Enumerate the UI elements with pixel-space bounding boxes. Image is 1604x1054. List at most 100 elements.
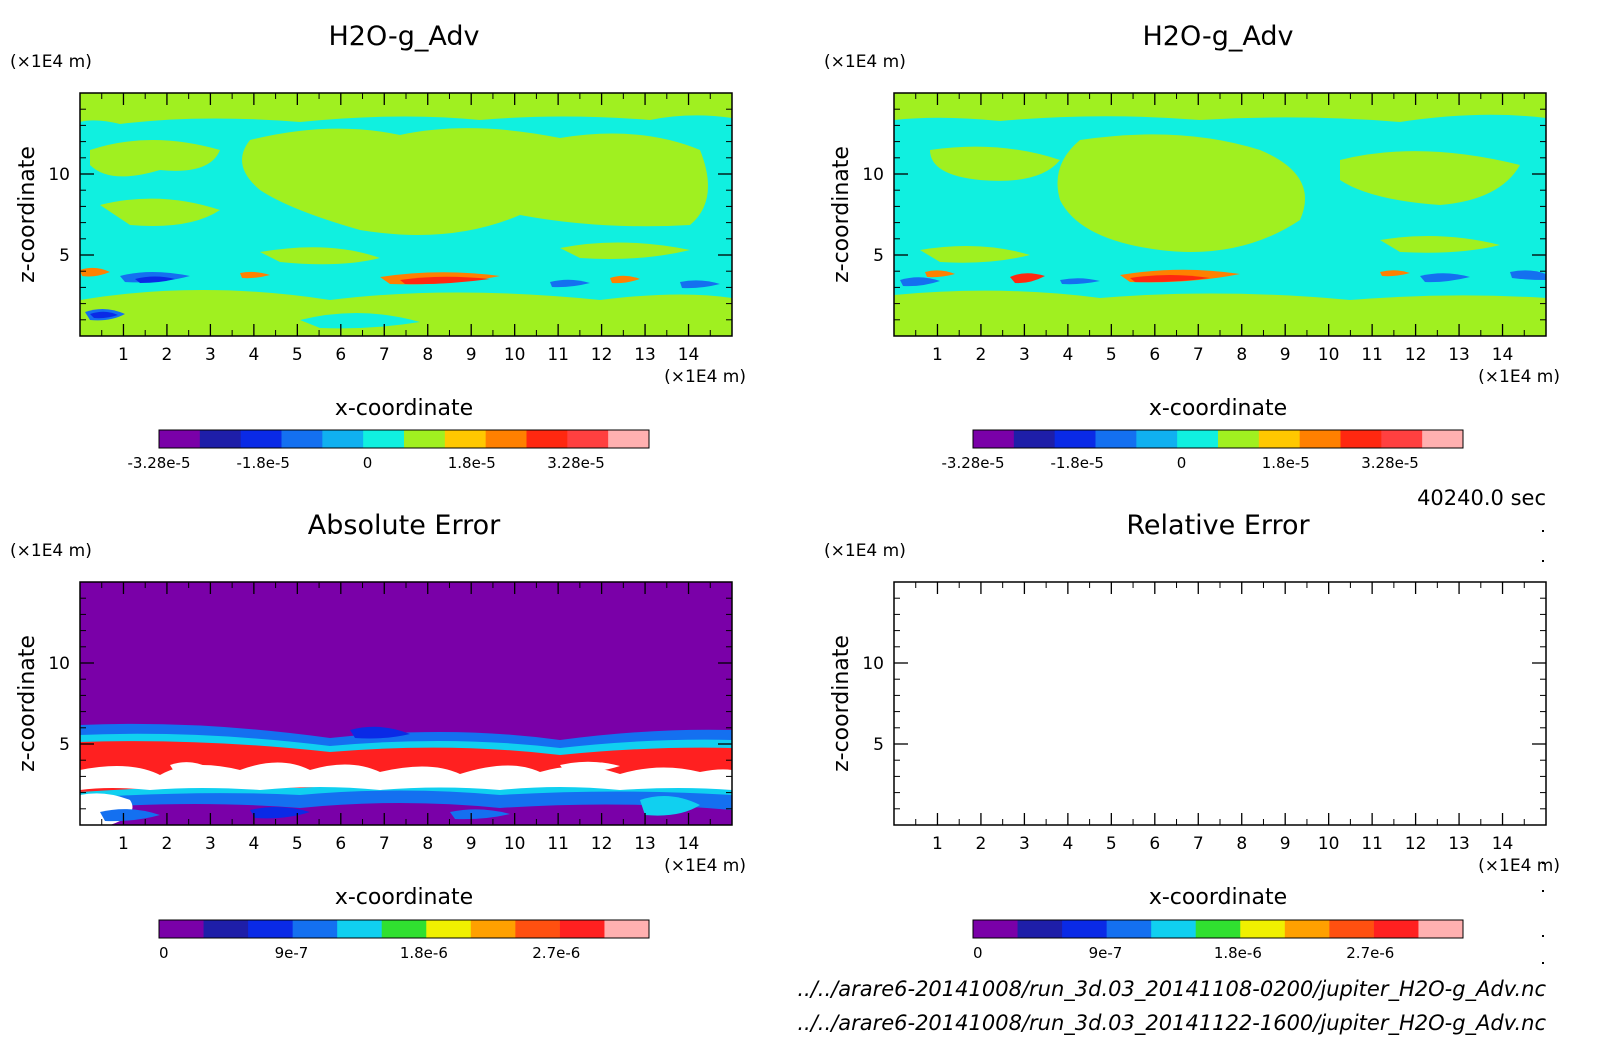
colorbar-tick-label: 2.7e-6 [532, 944, 580, 962]
colorbar-swatch [248, 920, 294, 938]
x-tick-label: 8 [422, 834, 433, 854]
colorbar-swatch [159, 430, 201, 448]
x-tick-label: 6 [335, 834, 346, 854]
x-tick-label: 14 [678, 345, 700, 365]
x-tick-label: 11 [547, 834, 569, 854]
x-tick-label: 13 [634, 834, 656, 854]
x-tick-label: 9 [466, 345, 477, 365]
panel-3-xlabel: x-coordinate [1149, 885, 1287, 910]
colorbar-swatch [515, 920, 561, 938]
x-tick-label: 14 [678, 834, 700, 854]
x-tick-label: 7 [1193, 834, 1204, 854]
dot-mark [1542, 890, 1544, 892]
colorbar-swatch [426, 920, 472, 938]
colorbar-tick-label: 9e-7 [275, 944, 309, 962]
colorbar-swatch [1329, 920, 1375, 938]
x-tick-label: 1 [932, 345, 943, 365]
x-tick-label: 6 [335, 345, 346, 365]
colorbar-swatch [526, 430, 568, 448]
colorbar-swatch [322, 430, 364, 448]
colorbar-swatch [404, 430, 446, 448]
colorbar-tick-label: -3.28e-5 [942, 454, 1005, 472]
panel-2-ylabel: z-coordinate [15, 635, 40, 772]
x-tick-label: 11 [1361, 834, 1383, 854]
colorbar-swatch [1284, 920, 1330, 938]
colorbar-swatch [1054, 430, 1096, 448]
panel-0-xlabel: x-coordinate [335, 396, 473, 421]
y-tick-label: 5 [59, 246, 70, 266]
colorbar-swatch [240, 430, 282, 448]
y-tick-label: 5 [59, 735, 70, 755]
colorbar-swatch [363, 430, 405, 448]
colorbar-swatch [1422, 430, 1464, 448]
colorbar-tick-label: -1.8e-5 [237, 454, 290, 472]
x-tick-label: 8 [422, 345, 433, 365]
x-tick-label: 12 [591, 345, 613, 365]
colorbar-swatch [1218, 430, 1260, 448]
x-tick-label: 10 [1318, 345, 1340, 365]
colorbar-tick-label: 3.28e-5 [547, 454, 605, 472]
colorbar-tick-label: 1.8e-5 [1262, 454, 1310, 472]
x-tick-label: 9 [1280, 345, 1291, 365]
panel-2-x-unit: (×1E4 m) [664, 856, 746, 876]
x-tick-label: 10 [1318, 834, 1340, 854]
colorbar-swatch [199, 430, 242, 448]
x-tick-label: 14 [1492, 834, 1514, 854]
colorbar-swatch [1013, 430, 1056, 448]
colorbar-tick-label: 1.8e-5 [448, 454, 496, 472]
x-tick-label: 4 [248, 345, 259, 365]
x-tick-label: 1 [118, 834, 129, 854]
x-tick-label: 13 [634, 345, 656, 365]
dot-mark [1542, 962, 1544, 964]
panel-1-xlabel: x-coordinate [1149, 396, 1287, 421]
colorbar-swatch [604, 920, 650, 938]
x-tick-label: 3 [1019, 834, 1030, 854]
colorbar-swatch [1177, 430, 1219, 448]
colorbar-swatch [1106, 920, 1152, 938]
x-tick-label: 3 [205, 834, 216, 854]
time-label: 40240.0 sec [1417, 486, 1546, 510]
x-tick-label: 12 [1405, 345, 1427, 365]
panel-1-y-unit: (×1E4 m) [824, 52, 906, 72]
colorbar-swatch [1258, 430, 1301, 448]
colorbar-swatch [1095, 430, 1137, 448]
x-tick-label: 7 [379, 834, 390, 854]
colorbar-swatch [559, 920, 605, 938]
colorbar-swatch [337, 920, 383, 938]
colorbar-tick-label: 3.28e-5 [1361, 454, 1419, 472]
colorbar-swatch [1240, 920, 1286, 938]
x-tick-label: 9 [1280, 834, 1291, 854]
colorbar-swatch [1340, 430, 1382, 448]
colorbar-swatch [281, 430, 323, 448]
x-tick-label: 11 [1361, 345, 1383, 365]
x-tick-label: 2 [976, 834, 987, 854]
x-tick-label: 7 [379, 345, 390, 365]
y-tick-label: 5 [873, 246, 884, 266]
x-tick-label: 3 [1019, 345, 1030, 365]
colorbar-tick-label: -1.8e-5 [1051, 454, 1104, 472]
colorbar-swatch [1418, 920, 1464, 938]
y-tick-label: 10 [862, 654, 884, 674]
x-tick-label: 2 [162, 834, 173, 854]
colorbar-swatch [1373, 920, 1419, 938]
colorbar-swatch [159, 920, 205, 938]
colorbar-swatch [1017, 920, 1063, 938]
x-tick-label: 4 [1062, 834, 1073, 854]
panel-1-title: H2O-g_Adv [1143, 21, 1294, 52]
panel-3-field [894, 582, 1546, 825]
x-tick-label: 13 [1448, 834, 1470, 854]
y-tick-label: 10 [48, 654, 70, 674]
colorbar-swatch [1136, 430, 1178, 448]
panel-2-y-unit: (×1E4 m) [10, 541, 92, 561]
colorbar-swatch [1195, 920, 1241, 938]
x-tick-label: 7 [1193, 345, 1204, 365]
x-tick-label: 6 [1149, 834, 1160, 854]
panel-0-title: H2O-g_Adv [329, 21, 480, 52]
x-tick-label: 10 [504, 345, 526, 365]
colorbar-swatch [1062, 920, 1108, 938]
colorbar-swatch [292, 920, 338, 938]
colorbar-swatch [1151, 920, 1197, 938]
colorbar-frame [972, 919, 1464, 939]
colorbar-tick-label: 9e-7 [1089, 944, 1123, 962]
